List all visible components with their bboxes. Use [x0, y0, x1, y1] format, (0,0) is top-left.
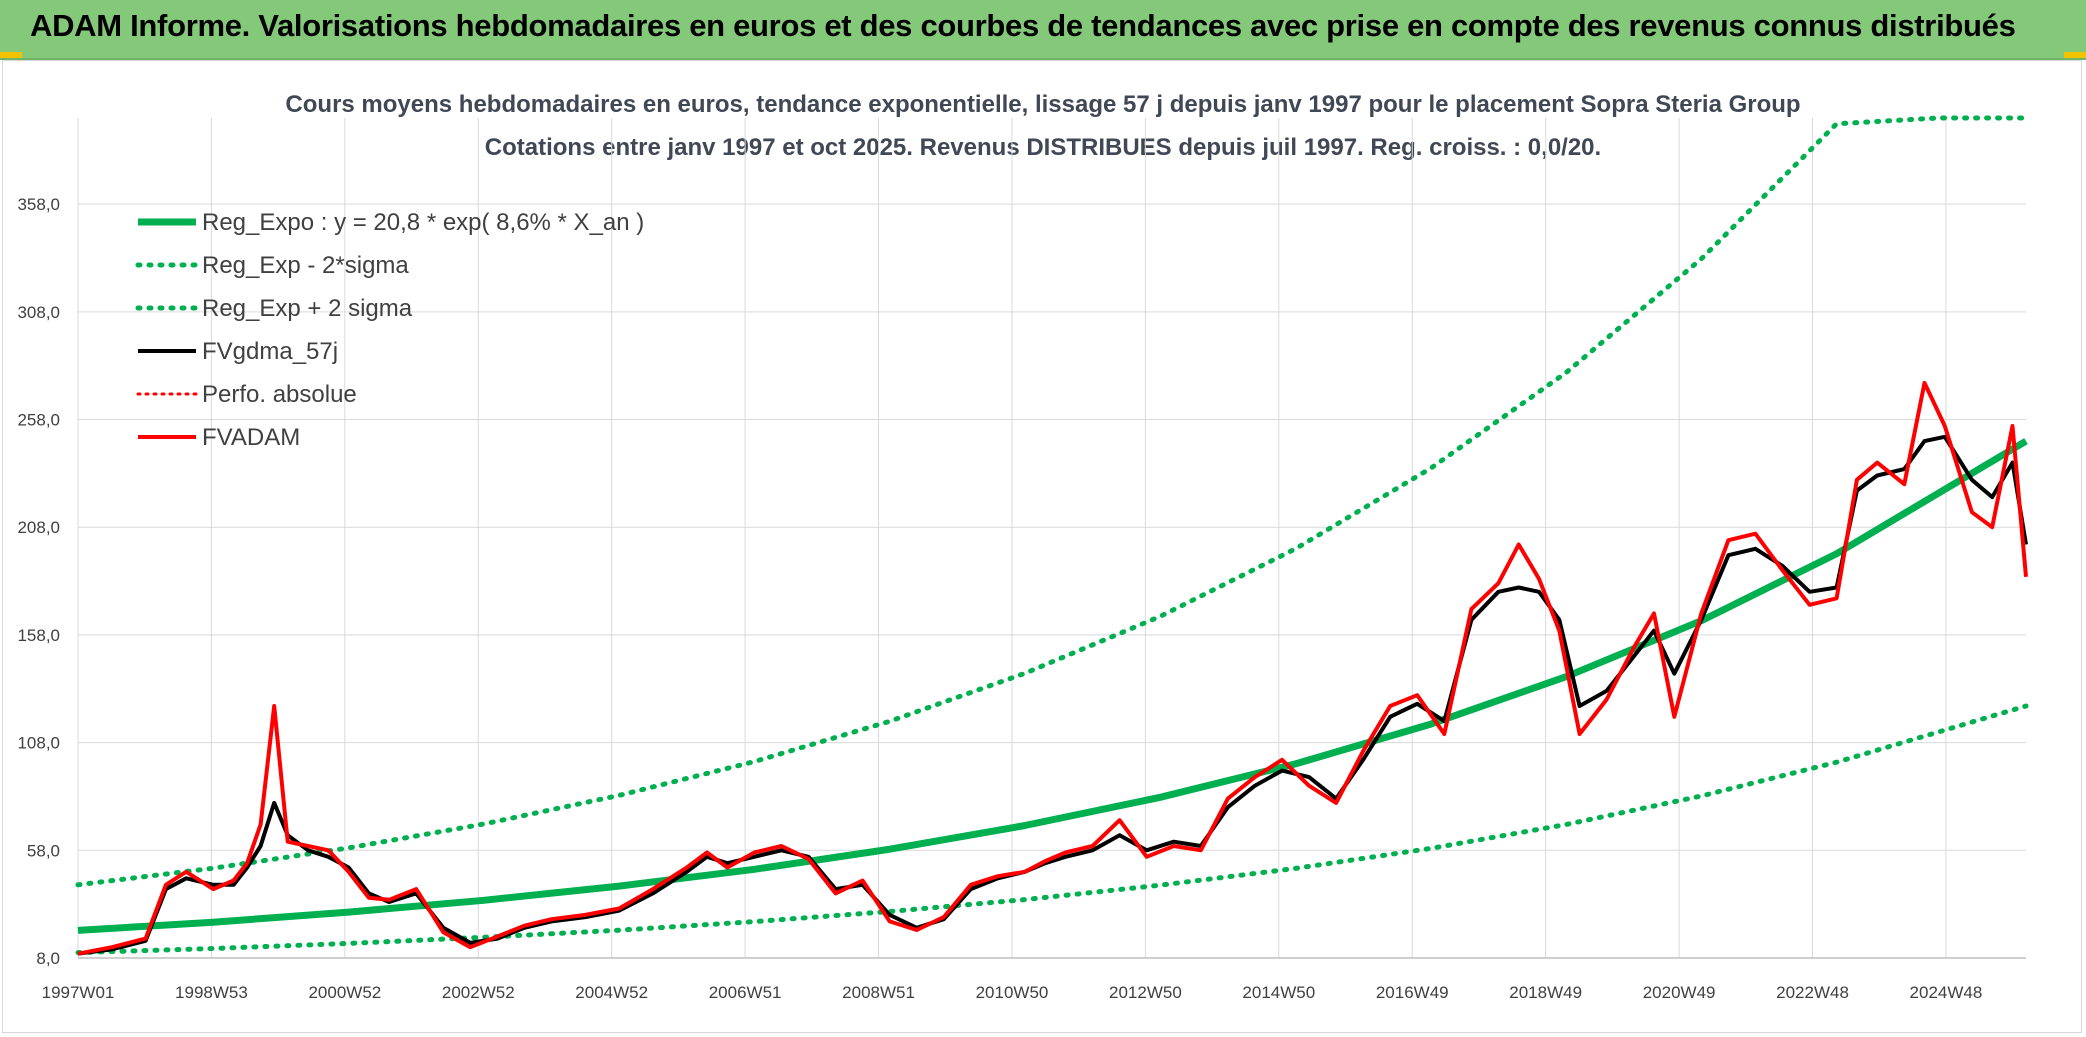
x-tick-label: 1998W53	[175, 983, 248, 1002]
y-axis: 8,0 58,0 108,0 158,0 208,0 258,0 308,0 358,0	[17, 195, 60, 968]
chart-frame	[2, 60, 2082, 1033]
y-tick-label: 8,0	[36, 949, 60, 968]
y-tick-label: 158,0	[17, 626, 60, 645]
legend-label-perfo: Perfo. absolue	[202, 381, 357, 408]
series-fvgdma-57j	[77, 434, 2028, 956]
x-tick-label: 2002W52	[442, 983, 515, 1002]
x-tick-label: 2000W52	[308, 983, 381, 1002]
legend-label-fvadam: FVADAM	[202, 424, 300, 451]
x-tick-label: 2020W49	[1643, 983, 1716, 1002]
x-tick-label: 2022W48	[1776, 983, 1849, 1002]
y-tick-label: 58,0	[27, 841, 60, 860]
legend-label-hi: Reg_Exp + 2 sigma	[202, 295, 413, 322]
legend: Reg_Expo : y = 20,8 * exp( 8,6% * X_an )…	[135, 209, 644, 451]
x-tick-label: 2008W51	[842, 983, 915, 1002]
legend-label-lo: Reg_Exp - 2*sigma	[202, 252, 409, 279]
banner-corner-left	[0, 52, 22, 58]
series-reg-plus-2sigma	[75, 115, 2029, 888]
x-tick-label: 2016W49	[1376, 983, 1449, 1002]
series-fvadam	[77, 380, 2028, 956]
chart-title: Cours moyens hebdomadaires en euros, ten…	[285, 91, 1800, 118]
x-tick-label: 1997W01	[42, 983, 115, 1002]
banner-corner-right	[2064, 52, 2086, 58]
x-tick-label: 2012W50	[1109, 983, 1182, 1002]
y-tick-label: 308,0	[17, 303, 60, 322]
x-tick-label: 2004W52	[575, 983, 648, 1002]
y-tick-label: 258,0	[17, 411, 60, 430]
y-tick-label: 108,0	[17, 734, 60, 753]
x-tick-label: 2006W51	[709, 983, 782, 1002]
legend-label-reg: Reg_Expo : y = 20,8 * exp( 8,6% * X_an )	[202, 209, 644, 236]
series-group	[75, 115, 2029, 956]
banner-title: ADAM Informe. Valorisations hebdomadaire…	[30, 8, 2016, 43]
x-axis: 1997W01 1998W53 2000W52 2002W52 2004W52 2006W…	[42, 983, 1983, 1002]
x-tick-label: 2024W48	[1910, 983, 1983, 1002]
y-tick-label: 358,0	[17, 195, 60, 214]
chart-subtitle: Cotations entre janv 1997 et oct 2025. R…	[485, 134, 1601, 161]
x-tick-label: 2010W50	[976, 983, 1049, 1002]
grid	[77, 118, 2026, 959]
series-reg-minus-2sigma	[75, 703, 2029, 956]
y-tick-label: 208,0	[17, 518, 60, 537]
x-tick-label: 2018W49	[1509, 983, 1582, 1002]
legend-label-fvg: FVgdma_57j	[202, 338, 338, 365]
report-banner: ADAM Informe. Valorisations hebdomadaire…	[0, 0, 2086, 60]
x-tick-label: 2014W50	[1242, 983, 1315, 1002]
